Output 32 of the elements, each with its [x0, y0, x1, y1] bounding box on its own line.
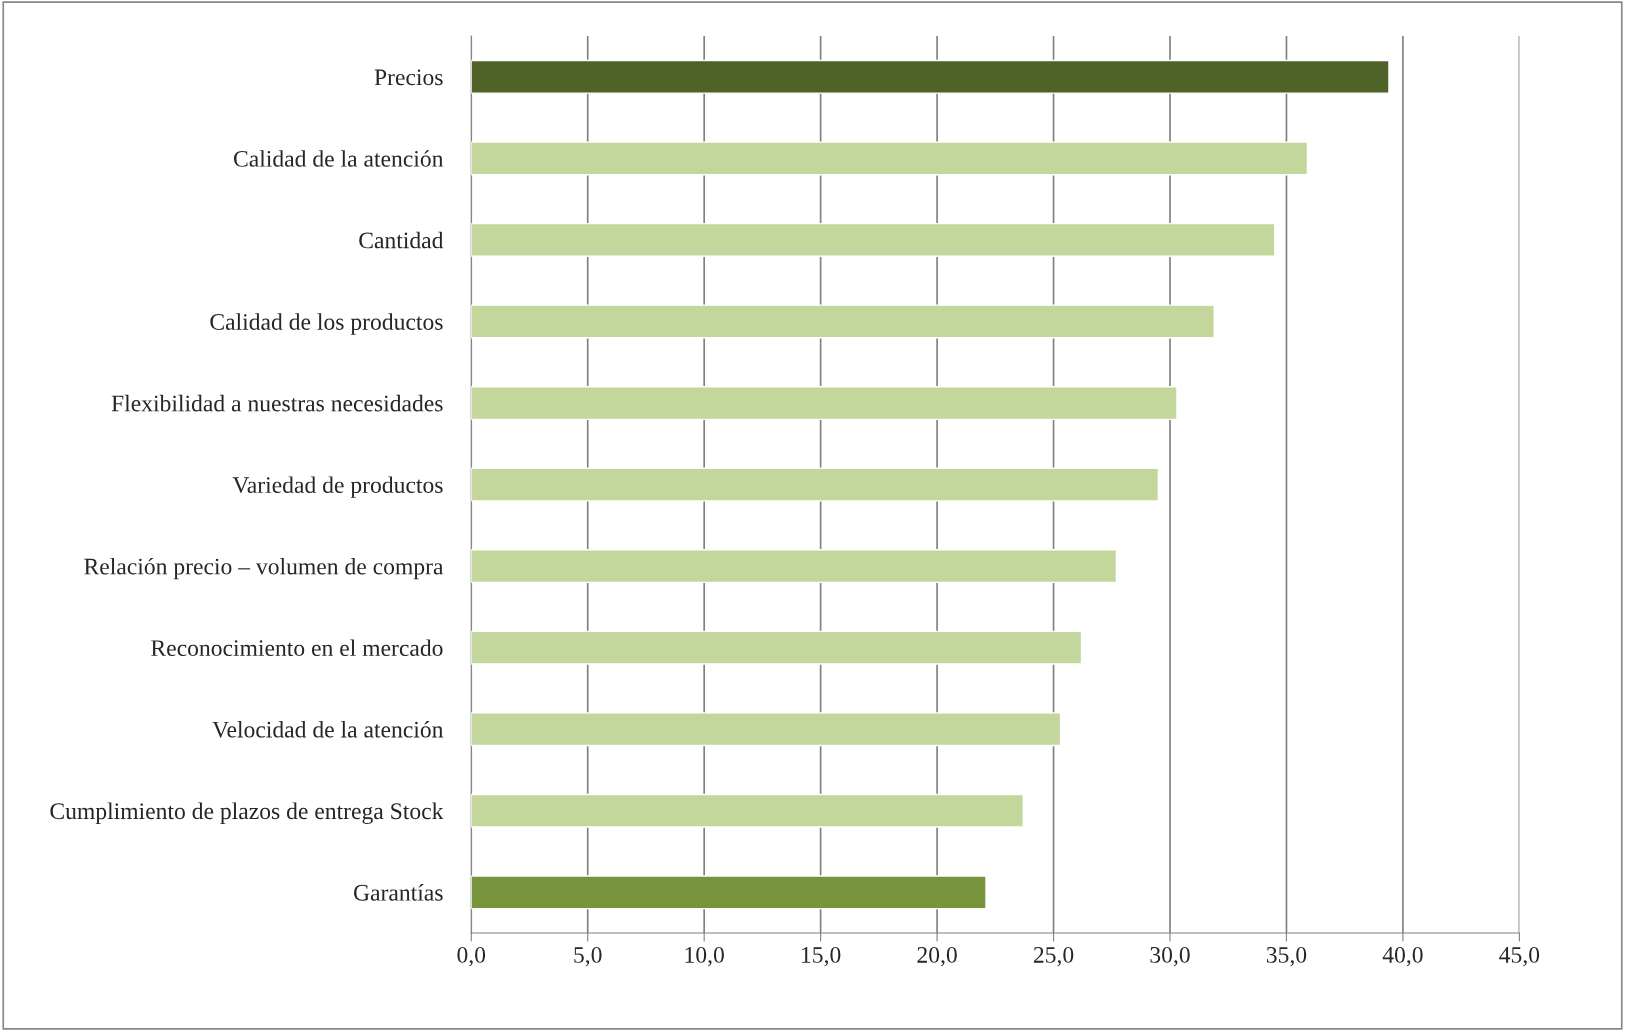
bar: [471, 712, 1062, 747]
x-tick-label: 30,0: [1150, 946, 1190, 967]
y-tick-label: Relación precio – volumen de compra: [84, 557, 444, 580]
x-tick-label: 0,0: [457, 946, 486, 967]
bar: [471, 875, 987, 910]
y-tick-label: Velocidad de la atención: [212, 720, 444, 738]
x-tick-label: 40,0: [1382, 946, 1423, 967]
bar: [471, 141, 1309, 176]
bar: [471, 59, 1390, 94]
x-tick-label: 20,0: [917, 946, 957, 967]
x-tick-label: 25,0: [1033, 946, 1074, 967]
x-tick-label: 45,0: [1499, 946, 1540, 967]
y-tick-label: Garantías: [353, 884, 443, 901]
x-tick-label: 10,0: [685, 946, 724, 967]
x-tick-label: 5,0: [574, 946, 602, 967]
bar: [471, 793, 1024, 828]
bar: [471, 304, 1215, 339]
x-tick-label: 35,0: [1266, 946, 1307, 967]
y-tick-label: Cantidad: [359, 231, 444, 249]
bar: [471, 222, 1276, 257]
y-tick-label: Calidad de la atención: [233, 150, 444, 167]
y-tick-label: Reconocimiento en el mercado: [151, 639, 443, 657]
y-tick-label: Flexibilidad a nuestras necesidades: [111, 394, 443, 412]
bar: [471, 630, 1083, 665]
y-tick-label: Variedad de productos: [232, 476, 443, 498]
y-tick-label: Cumplimiento de plazos de entrega Stock: [50, 802, 444, 825]
y-tick-label: Calidad de los productos: [210, 313, 443, 335]
x-tick-label: 15,0: [802, 946, 841, 967]
y-tick-label: Precios: [374, 69, 443, 86]
bar: [471, 386, 1178, 421]
bar: [471, 467, 1160, 502]
bar: [471, 549, 1118, 584]
